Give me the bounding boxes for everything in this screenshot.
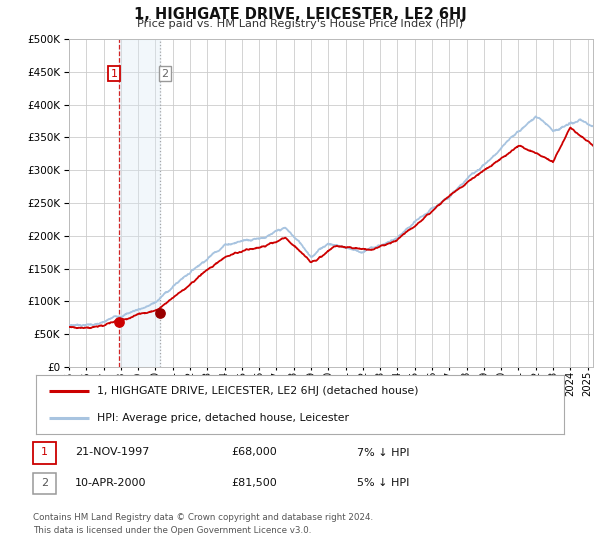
Text: 21-NOV-1997: 21-NOV-1997 bbox=[75, 447, 149, 458]
Text: 2: 2 bbox=[41, 478, 48, 488]
Text: 1, HIGHGATE DRIVE, LEICESTER, LE2 6HJ: 1, HIGHGATE DRIVE, LEICESTER, LE2 6HJ bbox=[134, 7, 466, 22]
Text: Contains HM Land Registry data © Crown copyright and database right 2024.: Contains HM Land Registry data © Crown c… bbox=[33, 513, 373, 522]
Text: £81,500: £81,500 bbox=[231, 478, 277, 488]
Text: 2: 2 bbox=[161, 69, 169, 79]
Text: £68,000: £68,000 bbox=[231, 447, 277, 458]
Bar bbox=[119, 39, 160, 367]
Point bbox=[155, 309, 165, 318]
Text: 1, HIGHGATE DRIVE, LEICESTER, LE2 6HJ (detached house): 1, HIGHGATE DRIVE, LEICESTER, LE2 6HJ (d… bbox=[97, 386, 418, 396]
Text: HPI: Average price, detached house, Leicester: HPI: Average price, detached house, Leic… bbox=[97, 413, 349, 423]
Text: 1: 1 bbox=[41, 447, 48, 458]
Point bbox=[114, 318, 124, 326]
Text: 1: 1 bbox=[110, 69, 118, 79]
Text: 10-APR-2000: 10-APR-2000 bbox=[75, 478, 146, 488]
Text: 5% ↓ HPI: 5% ↓ HPI bbox=[357, 478, 409, 488]
Text: Price paid vs. HM Land Registry's House Price Index (HPI): Price paid vs. HM Land Registry's House … bbox=[137, 19, 463, 29]
Text: 7% ↓ HPI: 7% ↓ HPI bbox=[357, 447, 409, 458]
Text: This data is licensed under the Open Government Licence v3.0.: This data is licensed under the Open Gov… bbox=[33, 526, 311, 535]
